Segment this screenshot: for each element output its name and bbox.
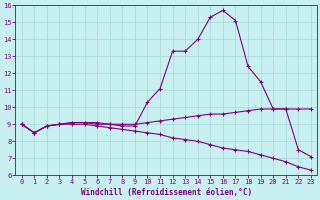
X-axis label: Windchill (Refroidissement éolien,°C): Windchill (Refroidissement éolien,°C) [81, 188, 252, 197]
